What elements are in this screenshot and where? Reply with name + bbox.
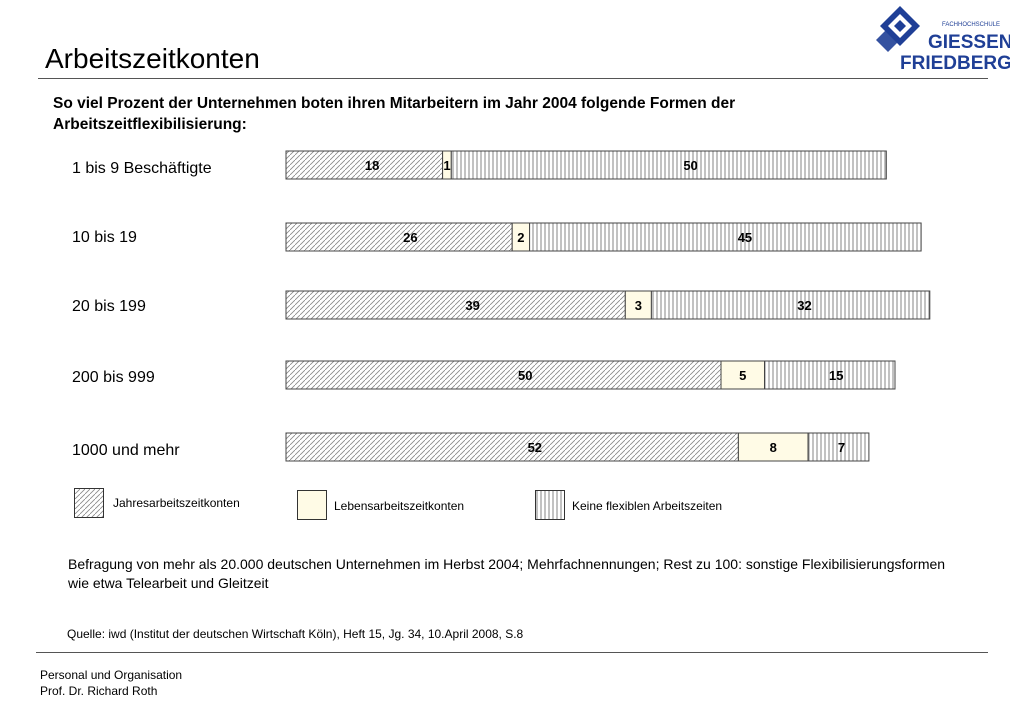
bar-segment-jahresarbeitszeitkonten xyxy=(285,432,739,462)
bar-segment-jahresarbeitszeitkonten xyxy=(285,222,513,252)
category-label: 20 bis 199 xyxy=(72,298,146,315)
legend-swatch-jahresarbeitszeitkonten xyxy=(74,488,104,518)
bar-segment-keine-flexiblen-arbeitszeiten xyxy=(807,432,870,462)
legend-swatch-lebensarbeitszeitkonten xyxy=(297,490,327,520)
diamond-logo-icon: FACHHOCHSCHULE GIESSEN FRIEDBERG xyxy=(876,6,1012,74)
legend-label: Jahresarbeitszeitkonten xyxy=(113,496,240,510)
footer-divider xyxy=(36,652,988,653)
logo-line2: FRIEDBERG xyxy=(900,53,1010,74)
data-label: 50 xyxy=(518,368,532,383)
university-logo: FACHHOCHSCHULE GIESSEN FRIEDBERG xyxy=(870,4,1012,76)
data-label: 8 xyxy=(770,440,777,455)
data-label: 52 xyxy=(528,440,542,455)
data-label: 5 xyxy=(739,368,746,383)
data-label: 18 xyxy=(365,158,379,173)
title-divider xyxy=(38,78,988,79)
data-label: 45 xyxy=(738,230,752,245)
data-label: 7 xyxy=(838,440,845,455)
legend-label: Keine flexiblen Arbeitszeiten xyxy=(572,499,723,513)
legend-label: Lebensarbeitszeitkonten xyxy=(334,499,465,513)
footer-course: Personal und Organisation xyxy=(40,668,183,682)
data-label: 32 xyxy=(797,298,811,313)
bar-segment-keine-flexiblen-arbeitszeiten xyxy=(529,222,922,252)
category-label: 10 bis 19 xyxy=(72,229,137,246)
data-label: 50 xyxy=(683,158,697,173)
bar-segment-jahresarbeitszeitkonten xyxy=(285,360,722,390)
category-label: 1000 und mehr xyxy=(72,442,180,459)
bar-segment-jahresarbeitszeitkonten xyxy=(285,290,626,320)
bar-segment-keine-flexiblen-arbeitszeiten xyxy=(650,290,931,320)
data-label: 39 xyxy=(465,298,479,313)
bar-segment-keine-flexiblen-arbeitszeiten xyxy=(450,150,887,180)
logo-line1: GIESSEN xyxy=(928,32,1010,53)
data-label: 15 xyxy=(829,368,843,383)
data-label: 2 xyxy=(517,230,524,245)
data-label: 1 xyxy=(443,158,450,173)
survey-note: Befragung von mehr als 20.000 deutschen … xyxy=(68,556,946,591)
logo-small-text: FACHHOCHSCHULE xyxy=(942,22,1000,28)
category-label: 200 bis 999 xyxy=(72,369,155,386)
source-citation: Quelle: iwd (Institut der deutschen Wirt… xyxy=(67,627,524,641)
legend-swatch-keine-flexiblen-arbeitszeiten xyxy=(535,490,565,520)
bar-segment-keine-flexiblen-arbeitszeiten xyxy=(764,360,896,390)
data-label: 3 xyxy=(635,298,642,313)
bar-segment-lebensarbeitszeitkonten xyxy=(737,432,809,462)
footer-author: Prof. Dr. Richard Roth xyxy=(40,684,158,698)
category-label: 1 bis 9 Beschäftigte xyxy=(72,160,212,177)
data-label: 26 xyxy=(403,230,417,245)
page-title: Arbeitszeitkonten xyxy=(45,43,260,74)
chart-headline: So viel Prozent der Unternehmen boten ih… xyxy=(53,95,736,133)
